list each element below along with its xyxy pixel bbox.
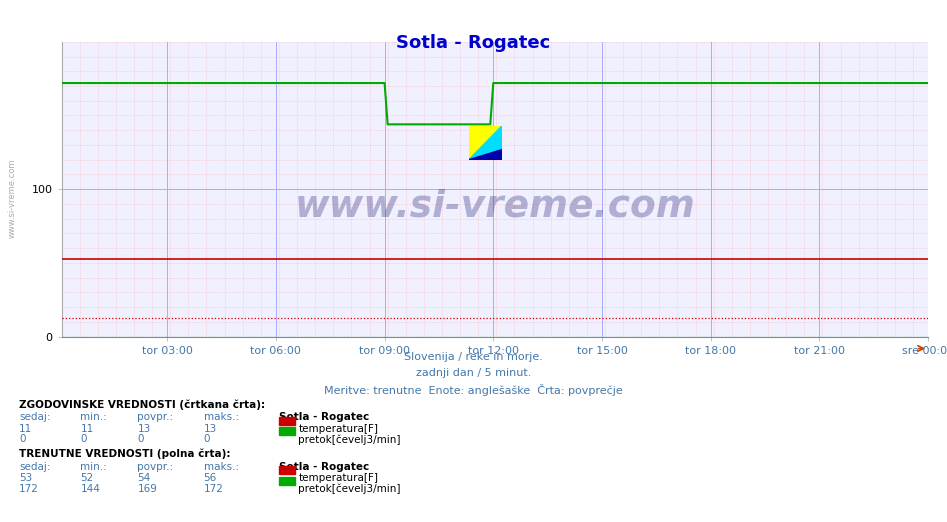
Polygon shape xyxy=(469,126,502,160)
Text: ZGODOVINSKE VREDNOSTI (črtkana črta):: ZGODOVINSKE VREDNOSTI (črtkana črta): xyxy=(19,399,265,410)
Text: 0: 0 xyxy=(137,434,144,444)
Polygon shape xyxy=(469,126,502,160)
Text: 172: 172 xyxy=(19,484,39,494)
Text: 11: 11 xyxy=(19,424,32,434)
Text: Sotla - Rogatec: Sotla - Rogatec xyxy=(279,462,369,472)
Text: 56: 56 xyxy=(204,473,217,483)
Text: 52: 52 xyxy=(80,473,94,483)
Text: 0: 0 xyxy=(80,434,87,444)
Text: 54: 54 xyxy=(137,473,151,483)
Text: povpr.:: povpr.: xyxy=(137,462,173,472)
Text: 53: 53 xyxy=(19,473,32,483)
Text: pretok[čevelj3/min]: pretok[čevelj3/min] xyxy=(298,434,401,445)
Text: maks.:: maks.: xyxy=(204,462,239,472)
Text: temperatura[F]: temperatura[F] xyxy=(298,424,378,434)
Text: 169: 169 xyxy=(137,484,157,494)
Text: 0: 0 xyxy=(204,434,210,444)
Text: Sotla - Rogatec: Sotla - Rogatec xyxy=(279,412,369,422)
Text: 172: 172 xyxy=(204,484,223,494)
Text: www.si-vreme.com: www.si-vreme.com xyxy=(8,159,17,238)
Text: min.:: min.: xyxy=(80,462,107,472)
Text: 0: 0 xyxy=(19,434,26,444)
Text: sedaj:: sedaj: xyxy=(19,462,50,472)
Text: Meritve: trenutne  Enote: anglešaške  Črta: povprečje: Meritve: trenutne Enote: anglešaške Črta… xyxy=(324,384,623,396)
Text: 144: 144 xyxy=(80,484,100,494)
Text: www.si-vreme.com: www.si-vreme.com xyxy=(295,189,695,225)
Text: maks.:: maks.: xyxy=(204,412,239,422)
Text: sedaj:: sedaj: xyxy=(19,412,50,422)
Text: 13: 13 xyxy=(137,424,151,434)
Text: min.:: min.: xyxy=(80,412,107,422)
Text: TRENUTNE VREDNOSTI (polna črta):: TRENUTNE VREDNOSTI (polna črta): xyxy=(19,449,230,459)
Text: Sotla - Rogatec: Sotla - Rogatec xyxy=(397,34,550,52)
Text: zadnji dan / 5 minut.: zadnji dan / 5 minut. xyxy=(416,368,531,378)
Text: temperatura[F]: temperatura[F] xyxy=(298,473,378,483)
Text: Slovenija / reke in morje.: Slovenija / reke in morje. xyxy=(404,352,543,362)
Text: pretok[čevelj3/min]: pretok[čevelj3/min] xyxy=(298,484,401,494)
Text: 13: 13 xyxy=(204,424,217,434)
Polygon shape xyxy=(469,150,502,160)
Text: povpr.:: povpr.: xyxy=(137,412,173,422)
Text: 11: 11 xyxy=(80,424,94,434)
